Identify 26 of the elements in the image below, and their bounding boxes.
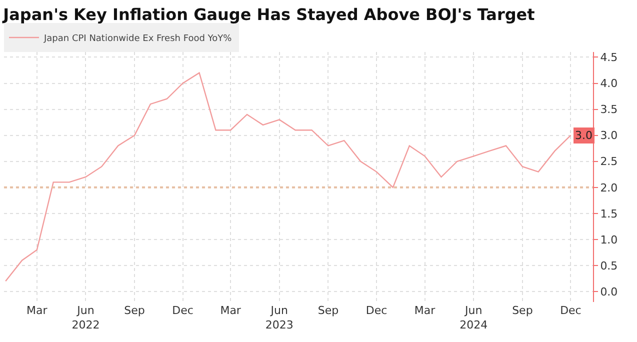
- y-tick-label: 3.0: [600, 129, 618, 142]
- y-tick-label: 3.5: [600, 103, 618, 116]
- x-tick-label: Mar: [26, 304, 48, 317]
- data-label: 3.0: [575, 129, 592, 142]
- x-tick-label: Jun 2024: [460, 304, 488, 332]
- x-tick-label: Jun 2023: [265, 304, 294, 332]
- y-tick-label: 2.0: [600, 181, 618, 194]
- y-tick-label: 1.0: [600, 233, 618, 246]
- x-tick-label: Sep: [318, 304, 339, 317]
- x-tick-label: Sep: [124, 304, 145, 317]
- x-tick-label: Mar: [220, 304, 242, 317]
- y-tick-label: 2.5: [600, 155, 618, 168]
- x-tick-label: Dec: [172, 304, 194, 317]
- y-tick-label: 4.0: [600, 77, 618, 90]
- line-series: [4, 72, 572, 282]
- x-tick-label: Mar: [414, 304, 436, 317]
- y-tick-label: 1.5: [600, 207, 618, 220]
- x-tick-label: Dec: [560, 304, 582, 317]
- y-tick-label: 4.5: [600, 51, 618, 64]
- legend-label: Japan CPI Nationwide Ex Fresh Food YoY%: [43, 34, 232, 44]
- x-tick-label: Dec: [366, 304, 388, 317]
- y-tick-label: 0.0: [600, 285, 618, 298]
- x-tick-label: Jun 2022: [72, 304, 100, 332]
- x-tick-label: Sep: [512, 304, 533, 317]
- y-tick-label: 0.5: [600, 259, 618, 272]
- chart-title: Japan's Key Inflation Gauge Has Stayed Above BOJ's Target: [2, 4, 536, 24]
